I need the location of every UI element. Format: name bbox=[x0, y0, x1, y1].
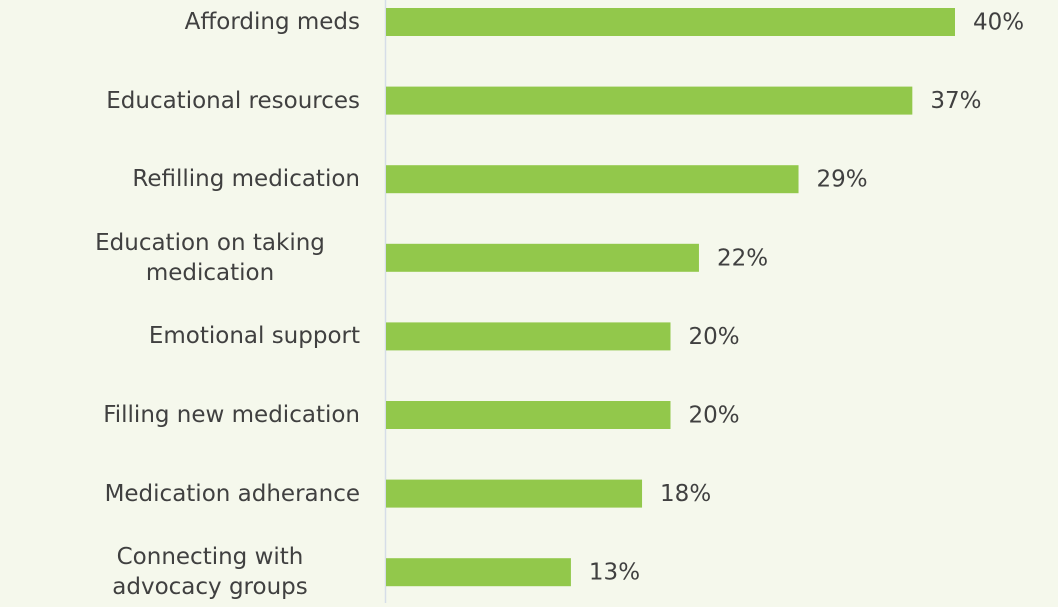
category-label-box: Education on taking medication bbox=[0, 223, 360, 293]
category-label-box: Filling new medication bbox=[0, 380, 360, 450]
category-label: Emotional support bbox=[148, 323, 360, 350]
category-label: Affording meds bbox=[184, 9, 360, 35]
category-label: Education on taking medication bbox=[95, 229, 325, 286]
category-label-box: Emotional support bbox=[0, 301, 360, 371]
value-label: 37% bbox=[930, 88, 981, 114]
category-label: Medication adherance bbox=[104, 480, 360, 507]
category-label: Connecting with advocacy groups bbox=[112, 544, 308, 601]
bar bbox=[386, 8, 955, 36]
value-label: 20% bbox=[689, 324, 740, 350]
value-label: 18% bbox=[660, 481, 711, 507]
bar bbox=[386, 86, 913, 115]
category-label: Refilling medication bbox=[132, 166, 360, 193]
bar bbox=[386, 479, 643, 508]
category-label: Filling new medication bbox=[103, 402, 360, 428]
category-label-box: Educational resources bbox=[0, 66, 360, 136]
category-label-box: Connecting with advocacy groups bbox=[0, 537, 360, 607]
category-label-box: Medication adherance bbox=[0, 459, 360, 529]
bar bbox=[386, 558, 571, 587]
category-label-box: Refilling medication bbox=[0, 144, 360, 214]
value-label: 40% bbox=[973, 10, 1024, 36]
value-label: 20% bbox=[689, 403, 740, 429]
value-label: 13% bbox=[589, 560, 640, 586]
value-label: 29% bbox=[817, 167, 868, 193]
value-label: 22% bbox=[717, 245, 768, 271]
bar bbox=[386, 322, 671, 351]
bar bbox=[386, 401, 671, 429]
category-label-box: Affording meds bbox=[0, 0, 360, 57]
category-label: Educational resources bbox=[106, 87, 360, 114]
bar bbox=[386, 165, 799, 194]
bar bbox=[386, 243, 699, 272]
